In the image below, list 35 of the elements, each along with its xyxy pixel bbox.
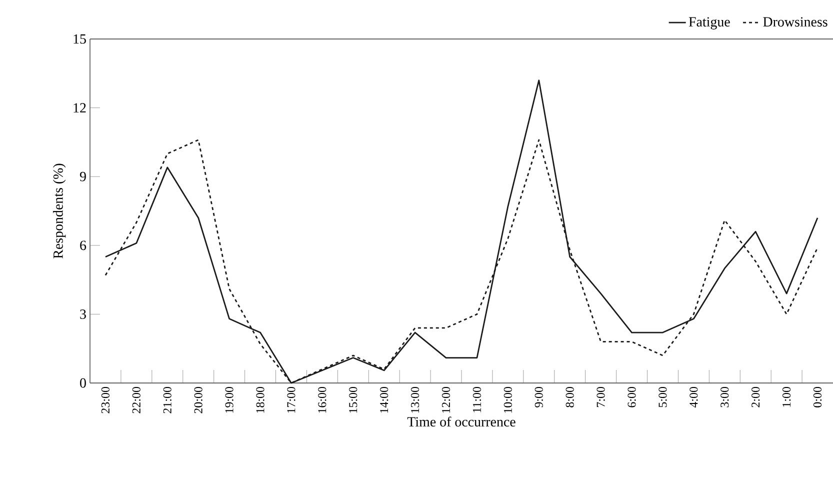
x-tick-label: 19:00 — [225, 386, 234, 413]
x-tick-label: 12:00 — [442, 386, 450, 413]
x-tick-label: 23:00 — [101, 386, 110, 414]
x-tick-label: 15:00 — [349, 386, 358, 413]
x-tick-label: 2:00 — [752, 386, 760, 408]
x-tick-label: 14:00 — [380, 386, 388, 413]
x-axis-title: Time of occurrence — [407, 416, 516, 427]
y-tick-label: 0 — [80, 378, 86, 388]
y-tick-label: 9 — [80, 172, 86, 182]
x-tick-label: 4:00 — [690, 386, 698, 408]
x-tick-label: 6:00 — [628, 386, 636, 408]
x-tick-label: 17:00 — [287, 386, 296, 413]
legend-label: Drowsiness — [763, 17, 828, 27]
line-series — [104, 80, 818, 384]
x-tick-label: 20:00 — [194, 386, 202, 414]
x-tick-label: 22:00 — [132, 386, 140, 414]
x-tick-label: 5:00 — [658, 386, 667, 408]
y-axis-title: Respondents (%) — [53, 164, 66, 258]
x-tick-label: 1:00 — [782, 386, 791, 407]
x-tick-label: 9:00 — [534, 386, 543, 408]
x-tick-label: 11:00 — [472, 386, 482, 412]
x-tick-label: 3:00 — [720, 386, 729, 408]
x-tick-label: 16:00 — [318, 386, 326, 413]
x-tick-label: 18:00 — [256, 386, 264, 413]
x-tick-label: 0:00 — [813, 386, 822, 408]
y-tick-label: 12 — [74, 103, 86, 112]
x-tick-label: 10:00 — [504, 386, 512, 413]
y-tick-label: 3 — [80, 310, 86, 319]
legend-label: Fatigue — [688, 17, 730, 30]
x-tick-label: 8:00 — [566, 386, 574, 408]
x-tick-label: 13:00 — [411, 386, 420, 413]
y-tick-label: 6 — [80, 240, 86, 250]
x-tick-label: 21:00 — [163, 386, 172, 414]
x-tick-label: 7:00 — [596, 386, 605, 407]
y-tick-label: 15 — [74, 34, 86, 44]
